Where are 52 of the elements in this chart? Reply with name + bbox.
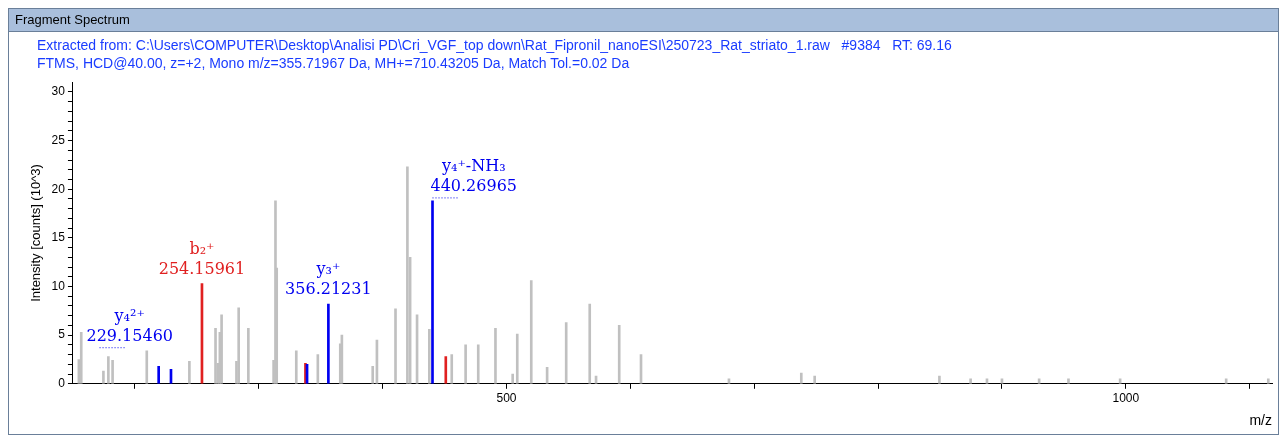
x-tick-label: 1000 [1112,391,1140,406]
bar [188,361,191,384]
bar [938,375,941,384]
y-tick-label: 0 [58,376,66,391]
bar [102,370,105,384]
y-tick-label: 25 [51,132,66,147]
bar [427,328,431,384]
bar [79,331,83,384]
bar [1266,378,1270,384]
y-axis-title: Intensity [counts] (10^3) [28,164,44,302]
bar [529,280,533,384]
annotation: y₄²⁺ 229.15460 [86,305,173,345]
y-tick-label: 20 [51,181,66,196]
bar [214,328,217,384]
bar [406,166,409,384]
bar [327,303,330,384]
x-axis-title: m/z [1249,412,1272,429]
annotation: y₃⁺ 356.21231 [285,259,372,299]
bar [111,360,114,384]
bar [617,325,621,384]
y-tick-label: 30 [51,84,66,99]
y-tick-label: 15 [51,230,66,245]
bar [220,314,223,384]
bar [145,350,149,384]
annotation: y₄⁺-NH₃ 440.26965 [430,155,518,195]
bar [464,344,467,384]
chart-subtitle: Extracted from: C:\Users\COMPUTER\Desktop\Analisi PD\Cri_VGF_top down\Rat_Fipronil_nanoESI\250723_Rat_striato_1.raw #9384 RT: 69.16 FTMS, HCD@40.00, z=+2, Mono m/z=355.71967 Da, MH+=710.43205 Da, Match Tol.=0.02 Da [37,36,953,72]
chart-title: Fragment Spectrum [9,9,1278,32]
bar [394,308,397,384]
bar [157,365,160,384]
bar [799,372,803,384]
bar [247,328,250,384]
annotation: b₂⁺ 254.15961 [158,238,246,278]
bar [511,373,515,384]
bar [431,200,434,384]
bar [237,307,241,384]
bar [564,322,568,384]
bar [515,333,519,384]
bar [294,350,298,384]
bar [450,354,454,384]
bar [444,356,448,384]
y-tick-label: 5 [58,327,66,342]
bar [813,375,817,384]
bar [476,344,480,384]
bar [588,303,592,384]
bar [969,378,972,384]
bar [1067,378,1070,384]
bar [494,328,497,384]
x-tick-label: 500 [496,391,517,406]
y-tick-label: 10 [51,278,66,293]
bar [107,356,110,384]
bar [371,365,375,384]
